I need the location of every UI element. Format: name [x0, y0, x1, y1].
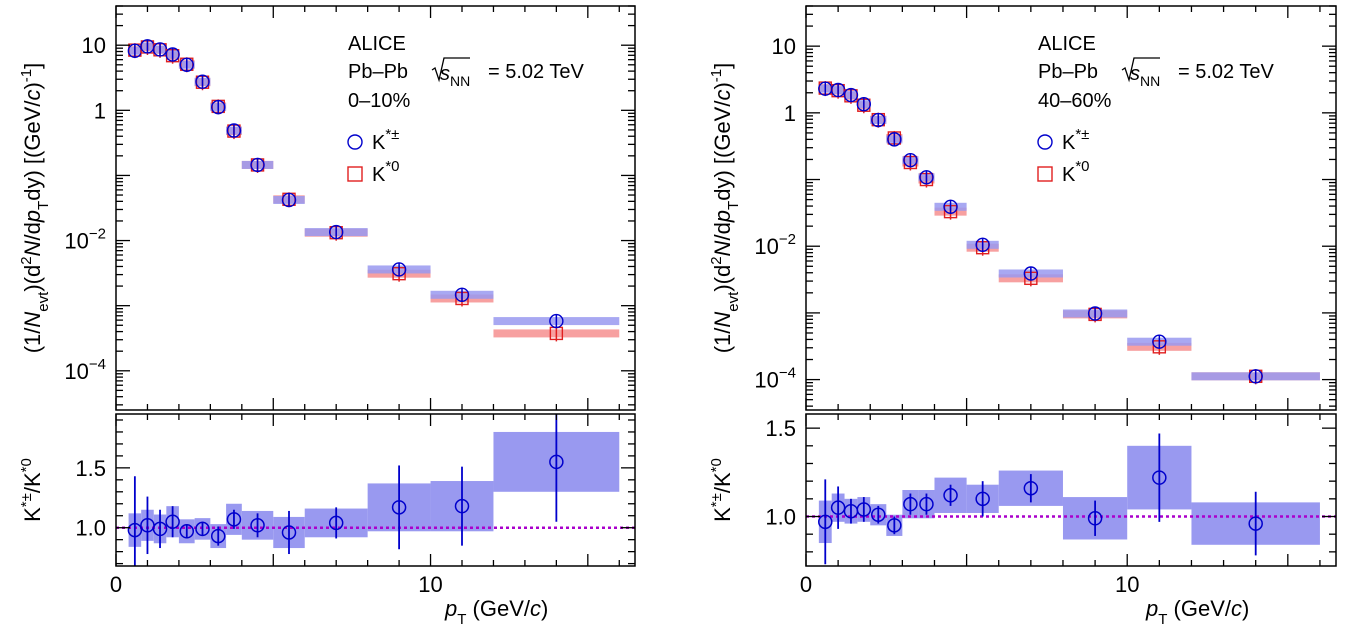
spectrum-frame — [805, 5, 1337, 411]
y-tick-label: 10−4 — [754, 365, 796, 393]
sqrt-sign — [1121, 57, 1160, 83]
x-tick-label: 0 — [110, 572, 122, 597]
x-tick-label: 10 — [418, 572, 442, 597]
legend-marker-kch — [347, 134, 363, 150]
ratio-marker — [943, 488, 958, 503]
ratio-marker — [549, 454, 564, 470]
kch-marker — [549, 313, 564, 329]
y-tick-label: 1 — [784, 101, 796, 126]
kch-marker — [281, 192, 297, 208]
ratio-marker — [903, 496, 918, 512]
y-axis-label-ratio: K*±/K*0 — [18, 458, 45, 522]
ratio-marker — [1023, 480, 1039, 496]
ratio-frame — [115, 413, 636, 567]
kch-marker — [1087, 306, 1103, 321]
ratio-marker — [856, 502, 872, 517]
kch-marker — [919, 170, 934, 185]
legend-label: K*± — [372, 126, 399, 154]
kch-marker — [179, 57, 194, 73]
kch-marker — [226, 123, 242, 138]
y-tick-label: 10 — [82, 33, 106, 58]
annotation-centrality: 0–10% — [348, 90, 410, 112]
kch-marker — [975, 237, 990, 253]
y-axis-label-ratio: K*±/K*0 — [708, 458, 735, 522]
legend-marker-kch — [1037, 134, 1053, 150]
kch-marker — [1248, 369, 1263, 384]
kch-marker — [211, 99, 226, 115]
y-tick-label: 10 — [772, 34, 796, 59]
x-axis-label: pT (GeV/c) — [444, 596, 548, 628]
ratio-marker — [281, 525, 297, 540]
ratio-tick-label: 1.0 — [765, 505, 796, 530]
x-axis-label: pT (GeV/c) — [1145, 596, 1249, 628]
ratio-marker — [454, 498, 470, 514]
kch-marker — [250, 157, 265, 173]
ratio-marker — [975, 491, 990, 507]
annotation-system: Pb–Pb — [348, 61, 408, 83]
annotation-energy-value: = 5.02 TeV — [488, 61, 584, 83]
ratio-marker — [1248, 516, 1263, 531]
legend-marker-k0 — [347, 166, 363, 182]
kch-marker — [903, 152, 918, 168]
ratio-marker — [195, 521, 210, 537]
ratio-marker — [887, 518, 902, 533]
kch-marker — [165, 47, 180, 62]
ratio-frame — [805, 413, 1337, 567]
y-axis-label-spectrum: (1/Nevt)(d2N/dpTdy) [(GeV/c)-1] — [708, 63, 742, 354]
spectrum-frame — [115, 5, 636, 411]
annotation-experiment: ALICE — [1038, 33, 1096, 55]
annotation-energy-var: sNN — [440, 63, 470, 89]
annotation-system: Pb–Pb — [1038, 61, 1098, 83]
kch-marker — [943, 199, 958, 214]
ratio-marker — [210, 528, 226, 544]
sqrt-sign — [431, 57, 470, 83]
legend-label: K*0 — [372, 158, 400, 186]
kch-marker — [391, 262, 407, 277]
annotation-experiment: ALICE — [348, 33, 406, 55]
ratio-marker — [1087, 511, 1103, 526]
x-tick-label: 10 — [1115, 572, 1139, 597]
kch-marker — [1152, 334, 1167, 349]
x-tick-label: 0 — [800, 572, 812, 597]
y-tick-label: 1 — [94, 98, 106, 123]
legend-label: K*± — [1062, 126, 1089, 154]
y-axis-label-spectrum: (1/Nevt)(d2N/dpTdy) [(GeV/c)-1] — [18, 63, 52, 354]
y-tick-label: 10−2 — [64, 226, 106, 254]
legend-marker-k0 — [1037, 166, 1053, 182]
legend-label: K*0 — [1062, 158, 1090, 186]
ratio-marker — [328, 515, 344, 531]
ratio-marker — [152, 521, 168, 537]
ratio-tick-label: 1.0 — [75, 516, 106, 541]
y-tick-label: 10−2 — [754, 231, 796, 259]
ratio-marker — [919, 496, 934, 512]
kch-marker — [871, 112, 886, 128]
ratio-tick-label: 1.5 — [765, 416, 796, 441]
kch-marker — [856, 96, 872, 112]
ratio-marker — [391, 500, 407, 515]
ratio-marker — [165, 514, 180, 529]
annotation-energy-var: sNN — [1130, 63, 1160, 89]
kch-marker — [887, 132, 902, 147]
annotation-centrality: 40–60% — [1038, 90, 1112, 112]
kch-marker — [328, 224, 344, 240]
y-tick-label: 10−4 — [64, 356, 106, 384]
ratio-marker — [1152, 470, 1167, 485]
ratio-marker — [871, 507, 886, 522]
ratio-marker — [250, 518, 265, 533]
kch-marker — [454, 287, 470, 302]
ratio-tick-label: 1.5 — [75, 456, 106, 481]
annotation-energy-value: = 5.02 TeV — [1178, 61, 1274, 83]
ratio-marker — [818, 514, 833, 530]
ratio-marker — [226, 512, 242, 527]
ratio-marker — [127, 522, 143, 538]
kch-marker — [1023, 266, 1039, 281]
ratio-marker — [179, 524, 195, 539]
kch-marker — [195, 74, 210, 89]
kch-marker — [843, 87, 859, 103]
ratio-marker — [830, 500, 846, 515]
